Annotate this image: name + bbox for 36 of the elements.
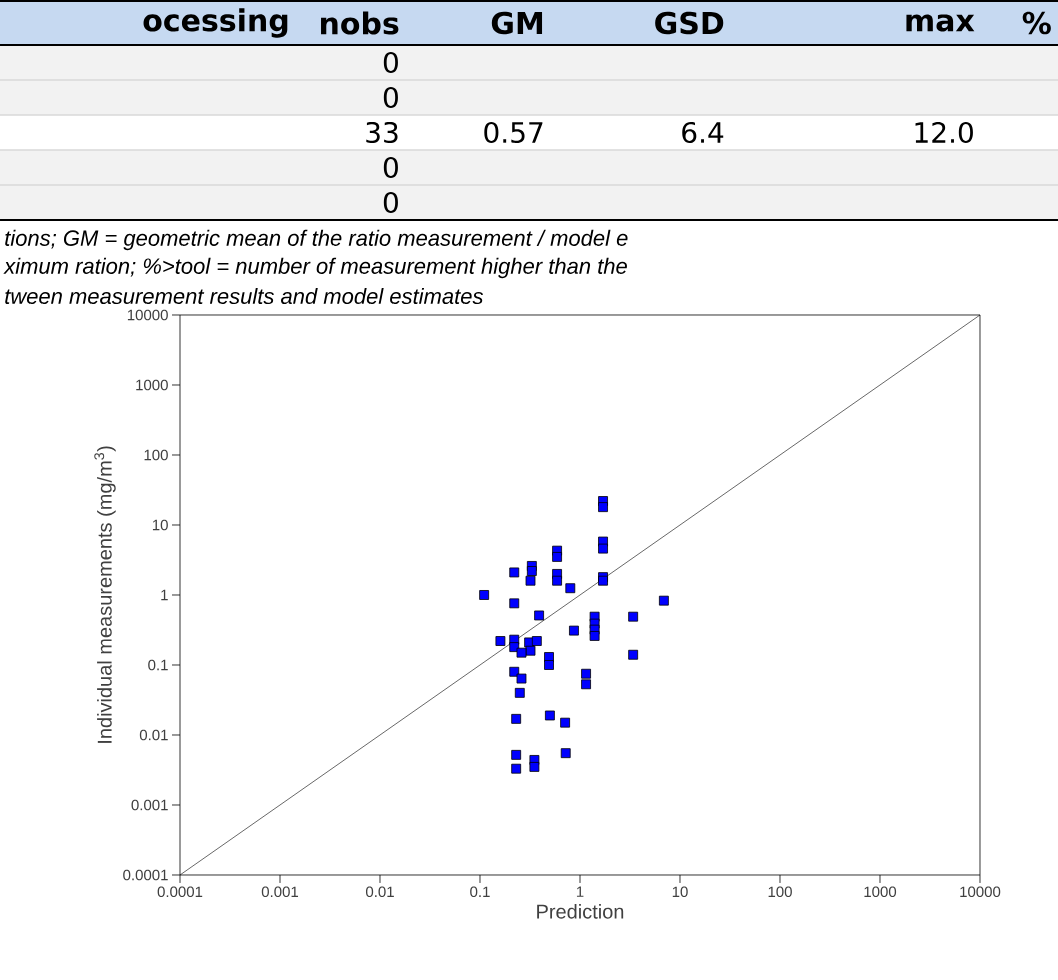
x-tick-label: 100 bbox=[768, 886, 792, 898]
x-tick-label: 10000 bbox=[960, 886, 1001, 898]
text: tween measurement results and model estimates bbox=[5, 287, 484, 305]
text: max bbox=[906, 14, 975, 32]
y-tick-label: 100 bbox=[144, 449, 168, 461]
text: GSD bbox=[655, 11, 724, 35]
text: 6.4 bbox=[682, 121, 724, 144]
text: 0 bbox=[383, 51, 398, 74]
y-tick-label: 0.0001 bbox=[123, 869, 168, 881]
x-tick-label: 10 bbox=[672, 886, 688, 898]
x-tick-label: 0.001 bbox=[261, 886, 299, 898]
x-tick-label: 1000 bbox=[864, 886, 897, 898]
y-tick-label: 1 bbox=[161, 589, 168, 601]
y-tick-label: 1000 bbox=[136, 379, 168, 391]
text: % bbox=[1022, 11, 1051, 35]
text: 0.57 bbox=[484, 121, 543, 144]
text: nobs bbox=[321, 11, 399, 35]
text: 0 bbox=[383, 191, 398, 214]
y-tick-label: 10 bbox=[152, 519, 168, 531]
text: 12.0 bbox=[915, 121, 973, 144]
y-axis-title: Individual measurements (mg/m$^{3}$) bbox=[94, 446, 116, 743]
x-axis-title: Prediction bbox=[537, 904, 624, 919]
y-tick-label: 10000 bbox=[127, 309, 168, 321]
text: tions; GM = geometric mean of the ratio measurement / model e bbox=[5, 229, 628, 251]
y-tick-label: 0.01 bbox=[139, 729, 168, 741]
text: ximum ration; %>tool = number of measurement higher than the bbox=[3, 257, 627, 279]
text: GM bbox=[491, 11, 543, 35]
x-tick-label: 0.1 bbox=[470, 886, 490, 898]
y-tick-label: 0.1 bbox=[148, 659, 168, 671]
text: 33 bbox=[366, 121, 398, 144]
text: 0 bbox=[383, 86, 398, 109]
text: 0 bbox=[383, 156, 398, 179]
x-tick-label: 0.01 bbox=[365, 886, 394, 898]
x-tick-label: 1 bbox=[576, 886, 584, 897]
y-tick-label: 0.001 bbox=[131, 799, 168, 811]
text: ocessing bbox=[143, 8, 288, 38]
